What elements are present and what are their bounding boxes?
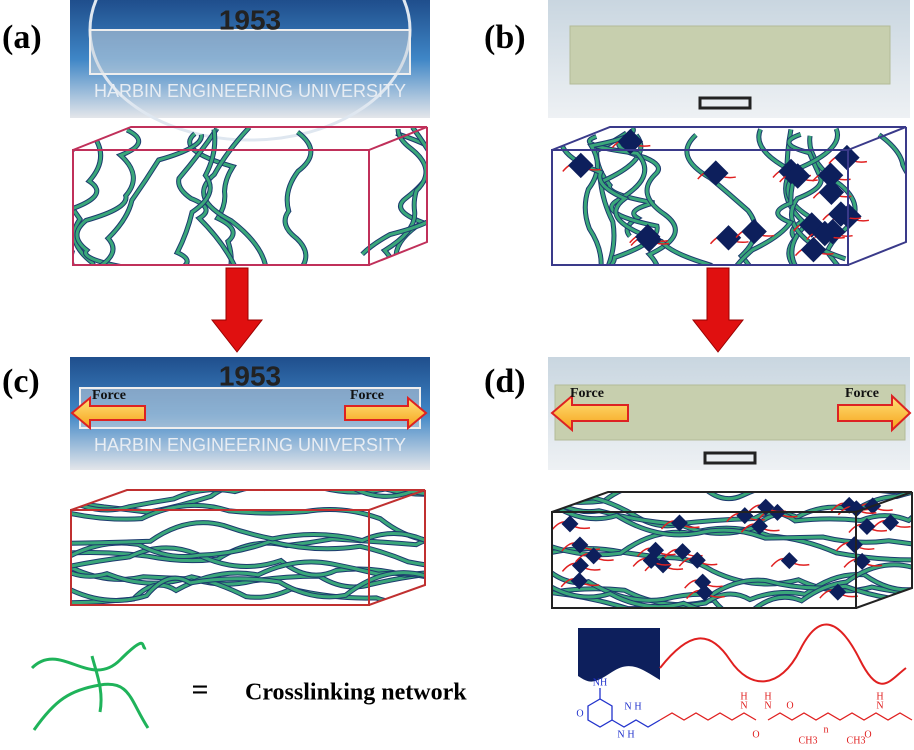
photo-university: HARBIN ENGINEERING UNIVERSITY [94,81,406,101]
chem-label: N [617,729,624,740]
legend-label: Crosslinking network [245,680,467,706]
down-arrow [212,268,262,352]
chem-label: CH3 [847,735,866,746]
force-label: Force [570,386,604,401]
chem-label: O [864,729,871,740]
chain-outline [385,129,426,283]
chain-outline [879,135,914,306]
chem-label: H [627,729,634,740]
force-label: Force [92,388,126,403]
chem-label: H [876,691,883,702]
figure: 1953 HARBIN ENGINEERING UNIVERSITY 1953 … [0,0,914,750]
network-box [542,458,914,622]
chem-label: n [824,724,829,735]
force-label: Force [845,386,879,401]
force-label: Force [350,388,384,403]
panel-label: (a) [2,19,42,56]
chain-outline [0,129,78,269]
chem-label: O [576,708,583,719]
legend-symbol: = [191,673,208,706]
chem-label: NH [593,677,607,688]
photo-university: HARBIN ENGINEERING UNIVERSITY [94,435,406,455]
network-box [552,127,914,343]
panel-label: (c) [2,363,40,400]
chem-label: H [634,701,641,712]
legend-unit [578,625,906,684]
chain [879,135,914,306]
photo-a: 1953 HARBIN ENGINEERING UNIVERSITY [70,0,430,140]
chem-label: H [740,691,747,702]
panel-label: (b) [484,19,526,56]
chain [385,129,426,283]
chem-label: O [786,700,793,711]
down-arrow [693,268,743,352]
photo-year: 1953 [219,360,281,391]
chem-label: CH3 [799,735,818,746]
photo-year: 1953 [219,4,281,35]
chem-label: O [752,729,759,740]
box-side [848,127,906,265]
legend-network [32,643,148,730]
photo-b [548,0,910,118]
network-box [61,482,499,605]
chem-label: H [764,691,771,702]
chain [0,129,78,269]
chem-label: N [624,701,631,712]
panel-label: (d) [484,363,526,400]
